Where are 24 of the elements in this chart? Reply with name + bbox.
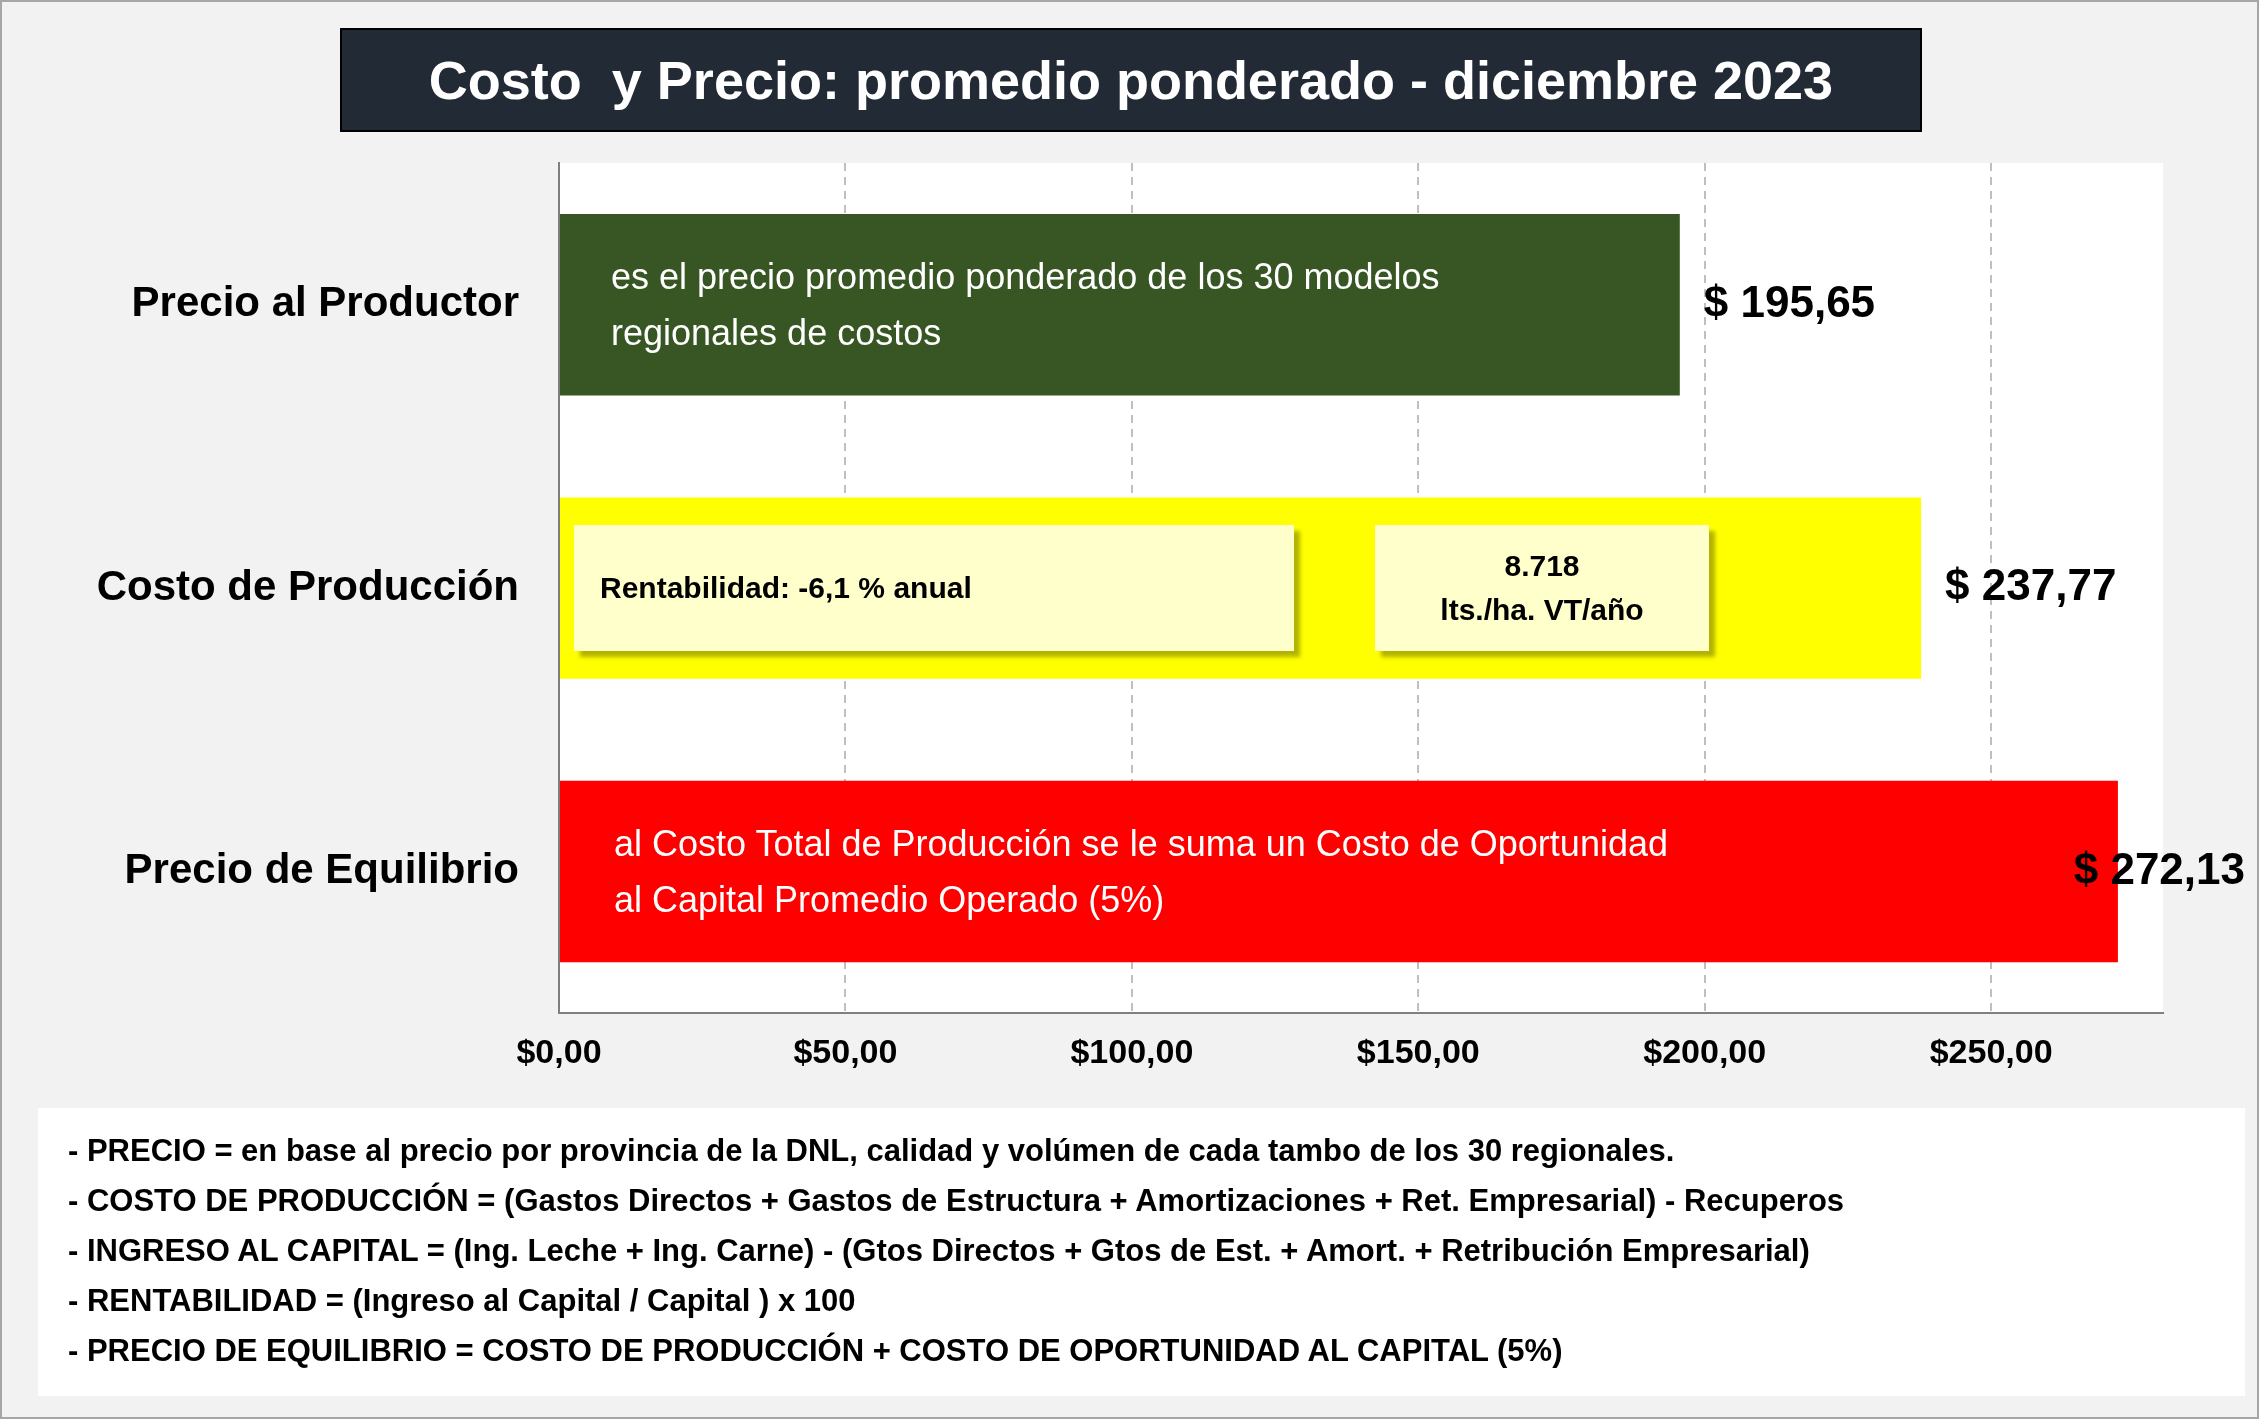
data-label: $ 237,77 [1945, 560, 2117, 610]
x-tick-label: $100,00 [1070, 1031, 1194, 1070]
text: - INGRESO AL CAPITAL = (Ing. Leche + Ing. Carne) - (Gtos Directos + Gtos de Est. + Amort. + Retribución Empresarial) [68, 1233, 1810, 1268]
annotation: es el precio promedio ponderado de los 30 modelos regionales de costos [611, 254, 1440, 355]
chart-title: Costo y Precio: promedio ponderado - diciembre 2023 [340, 28, 1922, 132]
text-box: Rentabilidad: -6,1 % anual [574, 525, 1294, 652]
text: - COSTO DE PRODUCCIÓN = (Gastos Directos + Gastos de Estructura + Amortizaciones + Ret. Empresarial) - Recuperos [68, 1183, 1845, 1218]
y-tick-label: Precio al Productor [131, 278, 519, 326]
x-tick-label: $250,00 [1929, 1031, 2053, 1070]
data-label: $ 195,65 [1703, 276, 1876, 326]
bar [560, 214, 1680, 396]
annotation: Rentabilidad: -6,1 % anual [600, 570, 972, 607]
y-tick-label: Precio de Equilibrio [124, 845, 519, 893]
x-tick-label: $150,00 [1356, 1031, 1480, 1070]
x-tick-label: $0,00 [516, 1031, 602, 1070]
annotation: 8.718 lts./ha. VT/año [1440, 548, 1644, 629]
annotation: al Costo Total de Producción se le suma un Costo de Oportunidad al Capital Promedio Operado (5%) [614, 821, 1668, 922]
text: - PRECIO DE EQUILIBRIO = COSTO DE PRODUCCIÓN + COSTO DE OPORTUNIDAD AL CAPITAL (5%) [68, 1333, 1563, 1368]
text: - RENTABILIDAD = (Ingreso al Capital / Capital ) x 100 [68, 1283, 856, 1318]
text: - PRECIO = en base al precio por provincia de la DNL, calidad y volúmen de cada tambo de los 30 regionales. [68, 1133, 1675, 1168]
y-tick-label: Costo de Producción [96, 561, 519, 609]
x-tick-label: $200,00 [1643, 1031, 1767, 1070]
x-tick-label: $50,00 [793, 1031, 898, 1070]
text-box: 8.718 lts./ha. VT/año [1375, 525, 1709, 652]
